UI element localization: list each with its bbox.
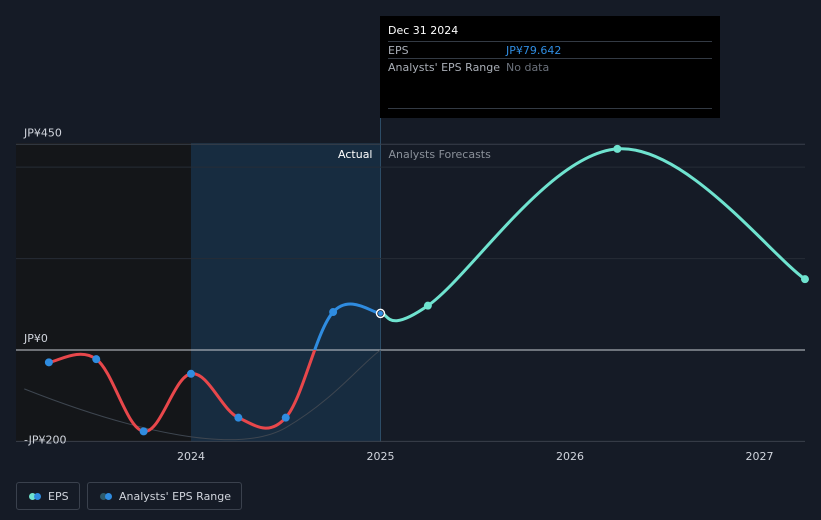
actual-label: Actual <box>338 148 372 161</box>
tooltip-eps-value: JP¥79.642 <box>506 44 562 57</box>
past-shade <box>16 143 191 442</box>
x-tick-label: 2027 <box>746 450 774 463</box>
eps-actual-point <box>44 358 53 367</box>
tooltip-range-row: Analysts' EPS Range No data <box>388 58 712 75</box>
faint-trend-curve <box>24 349 381 441</box>
eps-actual-point <box>329 308 338 317</box>
x-tick-label: 2025 <box>367 450 395 463</box>
range-legend-icon <box>100 492 112 500</box>
eps-actual-point <box>187 369 195 378</box>
eps-actual-point-inner <box>378 310 383 316</box>
tooltip-eps-label: EPS <box>388 44 409 57</box>
tooltip-range-label: Analysts' EPS Range <box>388 61 501 74</box>
tooltip-date: Dec 31 2024 <box>388 24 459 37</box>
tooltip-range-value: No data <box>506 61 550 74</box>
y-tick-label: JP¥0 <box>23 332 48 345</box>
eps-actual-point <box>281 413 290 422</box>
y-tick-label: JP¥450 <box>23 126 62 139</box>
eps-forecast-line <box>380 147 806 323</box>
eps-actual-line <box>48 302 381 433</box>
x-tick-label: 2024 <box>177 450 205 463</box>
eps-forecast-point <box>613 144 622 153</box>
legend-eps-button[interactable]: EPS <box>16 482 80 510</box>
legend-range-label: Analysts' EPS Range <box>119 489 232 503</box>
y-tick-label: -JP¥200 <box>24 433 66 446</box>
x-tick-label: 2026 <box>556 450 584 463</box>
eps-actual-point <box>139 427 148 436</box>
tooltip: Dec 31 2024 EPS JP¥79.642 Analysts' EPS … <box>380 16 720 118</box>
tooltip-divider <box>388 108 712 109</box>
tooltip-eps-row: EPS JP¥79.642 <box>388 41 712 58</box>
actual-highlight-band <box>191 143 381 442</box>
forecast-label: Analysts Forecasts <box>389 148 492 161</box>
legend-eps-label: EPS <box>48 489 69 503</box>
eps-forecast-point <box>423 301 432 310</box>
eps-actual-point <box>234 413 243 422</box>
eps-forecast-point <box>800 275 809 284</box>
eps-legend-icon <box>29 492 41 500</box>
eps-actual-point <box>92 355 101 364</box>
legend-range-button[interactable]: Analysts' EPS Range <box>87 482 243 510</box>
